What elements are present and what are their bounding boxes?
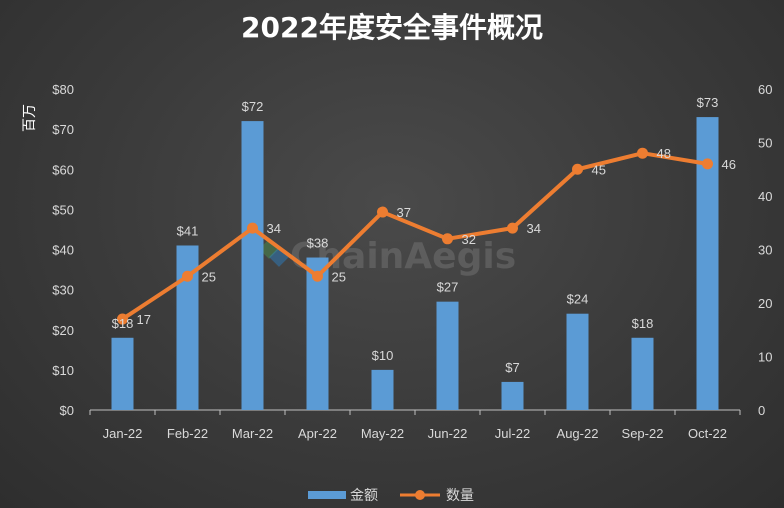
bar-value-label: $73 <box>697 95 719 110</box>
x-tick-label: Oct-22 <box>688 426 727 441</box>
bar <box>241 121 264 410</box>
y-right-tick-label: 10 <box>758 350 772 365</box>
y-right-tick-label: 40 <box>758 189 772 204</box>
line-value-label: 25 <box>332 269 346 284</box>
line-value-label: 46 <box>722 157 736 172</box>
bar <box>696 117 719 411</box>
bar-series <box>111 117 719 411</box>
bar-value-label: $18 <box>632 316 654 331</box>
chart-title: 2022年度安全事件概况 <box>241 11 543 44</box>
y-left-tick-label: $70 <box>52 122 74 137</box>
bar <box>566 313 589 410</box>
bar-value-label: $41 <box>177 223 199 238</box>
line-point <box>247 222 258 234</box>
x-tick-label: May-22 <box>361 426 404 441</box>
line-value-label: 34 <box>267 221 281 236</box>
x-tick-label: Jan-22 <box>103 426 143 441</box>
y-right-tick-label: 50 <box>758 136 772 151</box>
legend-label-amount: 金额 <box>350 488 378 504</box>
bar-value-label: $7 <box>505 360 519 375</box>
x-tick-label: Apr-22 <box>298 426 337 441</box>
y-right-tick-label: 60 <box>758 82 772 97</box>
x-tick-label: Sep-22 <box>622 426 664 441</box>
line-point <box>377 206 388 218</box>
x-tick-label: Mar-22 <box>232 426 273 441</box>
y-left-tick-label: $40 <box>52 243 74 258</box>
line-point <box>442 233 453 245</box>
line-point <box>702 158 713 170</box>
bar <box>436 301 459 410</box>
legend-swatch-amount <box>308 491 346 499</box>
bar-value-label: $24 <box>567 292 589 307</box>
line-point <box>312 270 323 282</box>
y-left-tick-label: $30 <box>52 283 74 298</box>
y-right-tick-label: 20 <box>758 296 772 311</box>
line-series <box>117 147 713 325</box>
line-value-label: 34 <box>527 221 541 236</box>
x-tick-label: Aug-22 <box>557 426 599 441</box>
bar-value-label: $38 <box>307 236 329 251</box>
line-point <box>182 270 193 282</box>
line-value-label: 48 <box>657 146 671 161</box>
x-tick-label: Feb-22 <box>167 426 208 441</box>
line-point <box>117 313 128 325</box>
line-point <box>572 163 583 175</box>
y-right-tick-label: 0 <box>758 403 765 418</box>
legend: 金额 数量 <box>308 488 474 504</box>
bar-value-label: $27 <box>437 280 459 295</box>
watermark: ChainAegis <box>259 236 516 277</box>
line-value-label: 25 <box>202 269 216 284</box>
y-axis-left-label: 百万 <box>22 104 38 132</box>
axes: Jan-22 Feb-22 Mar-22 Apr-22 May-22 Jun-22 Jul-… <box>52 82 772 441</box>
line-path <box>121 151 708 321</box>
x-tick-label: Jul-22 <box>495 426 530 441</box>
bar <box>111 337 134 410</box>
bar-value-label: $10 <box>372 348 394 363</box>
y-left-tick-label: $80 <box>52 82 74 97</box>
bar <box>631 337 654 410</box>
y-left-tick-label: $0 <box>60 403 74 418</box>
line-value-label: 37 <box>397 205 411 220</box>
legend-marker-count <box>415 490 425 500</box>
bar <box>371 369 394 410</box>
line-point <box>507 222 518 234</box>
line-value-label: 32 <box>462 232 476 247</box>
data-labels: $18 $41 $72 $38 $10 $27 $7 $24 $18 $73 17 25 34 25 37 3… <box>112 95 736 375</box>
x-tick-label: Jun-22 <box>428 426 468 441</box>
y-left-tick-label: $20 <box>52 323 74 338</box>
y-left-tick-label: $60 <box>52 162 74 177</box>
y-left-tick-label: $50 <box>52 202 74 217</box>
bar <box>176 245 199 410</box>
bar <box>501 381 524 410</box>
line-value-label: 45 <box>592 162 606 177</box>
line-value-label: 17 <box>137 312 151 327</box>
legend-label-count: 数量 <box>446 488 474 504</box>
bar <box>306 257 329 410</box>
y-left-tick-label: $10 <box>52 363 74 378</box>
line-point <box>637 147 648 159</box>
bar-value-label: $72 <box>242 99 264 114</box>
y-right-tick-label: 30 <box>758 243 772 258</box>
bar-value-label: $18 <box>112 316 134 331</box>
